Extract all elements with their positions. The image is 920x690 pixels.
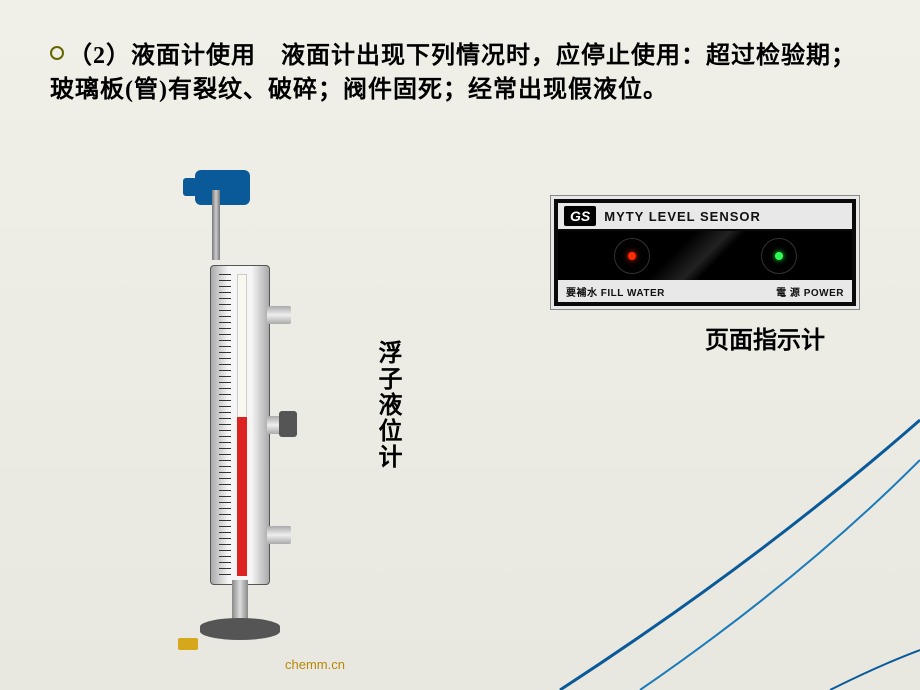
brand-logo: GS <box>564 206 596 226</box>
gauge-red-column <box>237 417 247 576</box>
gauge-flange <box>200 618 280 640</box>
gauge-body <box>210 265 270 585</box>
sensor-bottom-strip: 要補水 FILL WATER 電 源 POWER <box>558 280 852 302</box>
power-led <box>761 238 797 274</box>
sensor-led-row <box>558 231 852 281</box>
sensor-title: MYTY LEVEL SENSOR <box>604 209 761 224</box>
sensor-face: GS MYTY LEVEL SENSOR 要補水 FILL WATER 電 源 … <box>554 199 856 306</box>
power-label: 電 源 POWER <box>776 284 844 299</box>
body-text: （2）液面计使用 液面计出现下列情况时，应停止使用：超过检验期；玻璃板(管)有裂… <box>50 40 870 107</box>
gauge-side-fitting <box>279 411 297 437</box>
gauge-drain-valve <box>178 638 198 650</box>
fill-label: 要補水 FILL WATER <box>566 284 665 299</box>
led-dot-icon <box>775 252 783 260</box>
led-dot-icon <box>628 252 636 260</box>
float-gauge-figure <box>150 180 330 660</box>
sensor-caption: 页面指示计 <box>705 320 825 355</box>
gauge-stem <box>232 580 248 620</box>
slide: （2）液面计使用 液面计出现下列情况时，应停止使用：超过检验期；玻璃板(管)有裂… <box>0 0 920 690</box>
gauge-connector <box>267 526 291 544</box>
gauge-connector <box>267 306 291 324</box>
gauge-top-pipe <box>212 190 220 260</box>
sensor-top-strip: GS MYTY LEVEL SENSOR <box>558 203 852 229</box>
sensor-panel-figure: GS MYTY LEVEL SENSOR 要補水 FILL WATER 電 源 … <box>550 195 860 310</box>
float-gauge-label: 浮子液位计 <box>370 340 405 470</box>
watermark: chemm.cn <box>285 657 345 672</box>
body-content: （2）液面计使用 液面计出现下列情况时，应停止使用：超过检验期；玻璃板(管)有裂… <box>50 43 856 103</box>
gauge-white-column <box>237 274 247 427</box>
fill-water-led <box>614 238 650 274</box>
gauge-scale <box>219 274 231 576</box>
gauge-head <box>195 170 250 205</box>
bullet-icon <box>50 46 64 60</box>
